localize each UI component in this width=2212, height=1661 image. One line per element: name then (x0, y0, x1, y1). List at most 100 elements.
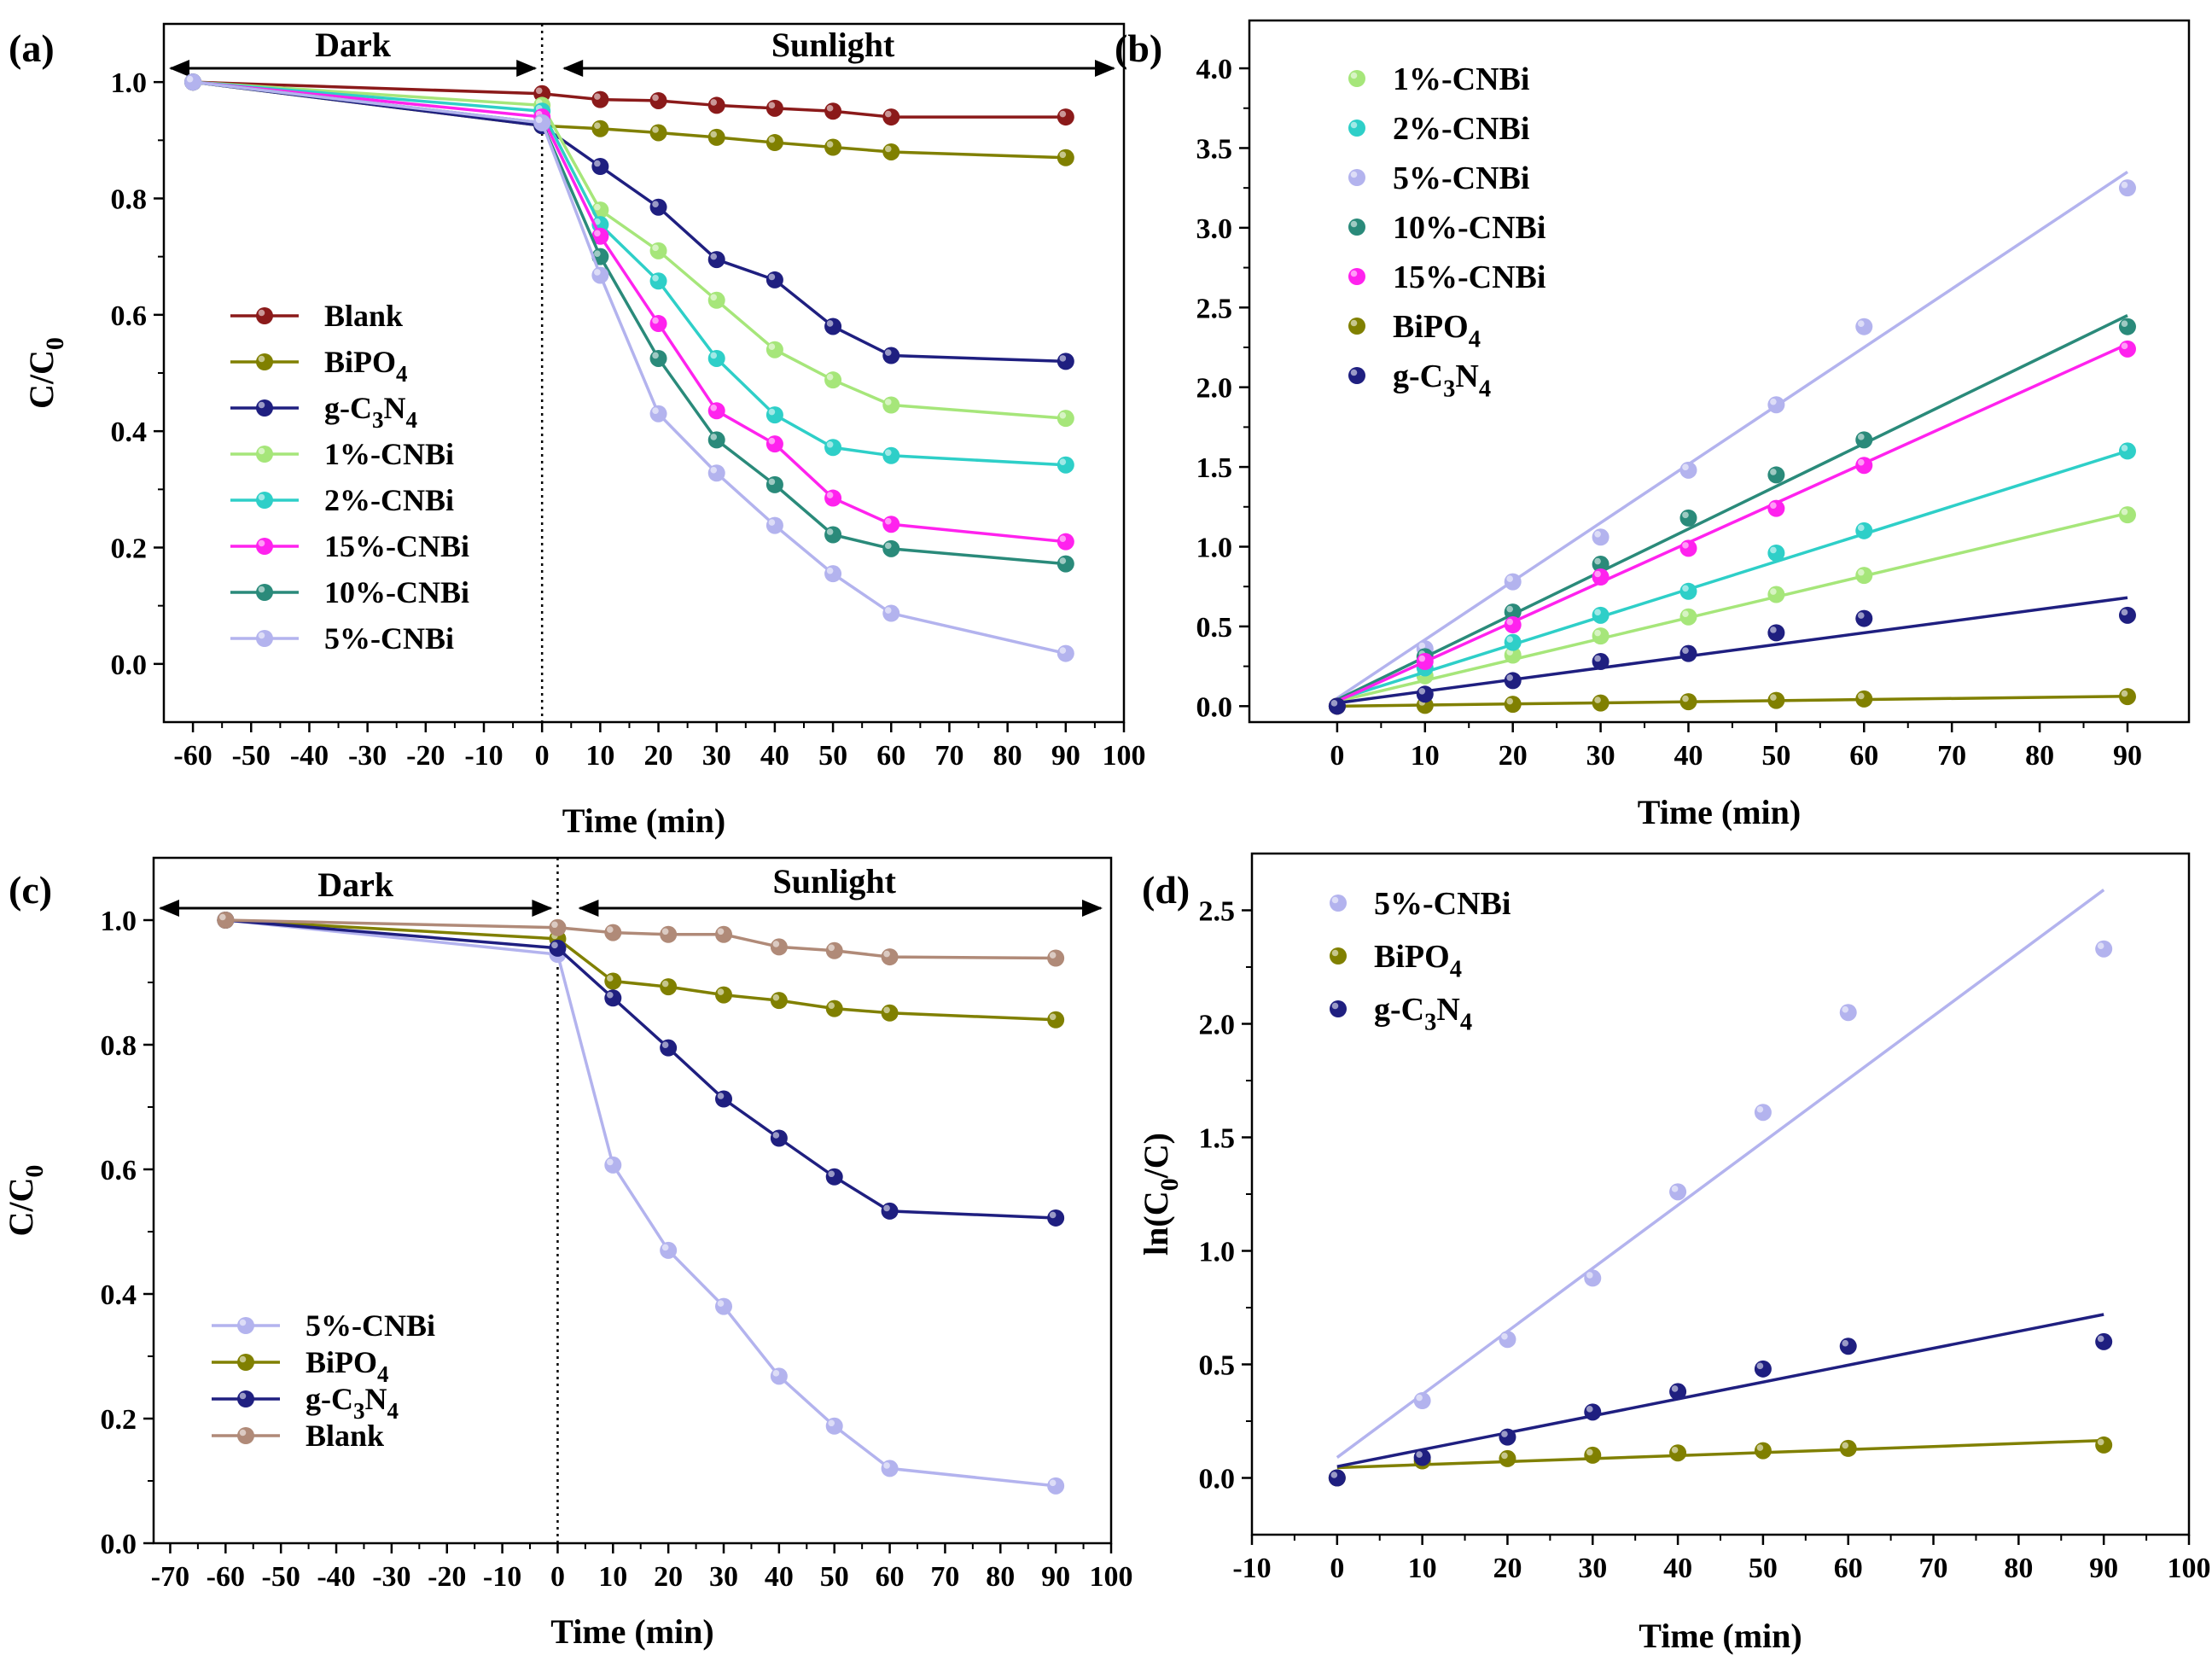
legend-label: 1%-CNBi (1393, 61, 1529, 97)
x-tick-label: 0 (1330, 740, 1344, 772)
legend-marker (1330, 947, 1347, 965)
panel-b: 0 10 20 30 40 50 60 70 80 90 0.0 0.5 1.0 1.5 2.0 2.5 3.0… (1115, 19, 2191, 831)
y-tick-label: 2.5 (1199, 896, 1236, 928)
x-axis-label: Time (min) (1639, 1617, 1802, 1655)
x-tick-label: 50 (1749, 1553, 1778, 1584)
sunlight-arrow-head-left (562, 60, 584, 77)
y-tick-label: 0.4 (101, 1279, 137, 1311)
data-point (2095, 1332, 2113, 1350)
fit-line (1336, 1313, 2104, 1468)
panel-a: -60 -50 -40 -30 -20 -10 0 10 20 30 40 50 60 70 80 90 100… (9, 22, 1146, 840)
x-tick-label: 70 (1937, 740, 1966, 772)
x-tick-label: 50 (1761, 740, 1790, 772)
y-tick-label: 0.4 (111, 417, 148, 448)
data-point (707, 464, 725, 482)
data-point (765, 475, 783, 493)
x-tick-label: 0 (535, 740, 550, 772)
x-tick-label: 30 (702, 740, 731, 772)
x-tick-label: 100 (1090, 1561, 1133, 1593)
data-point (2095, 1436, 2113, 1454)
x-tick-label: 20 (1493, 1553, 1522, 1584)
data-point (1754, 1360, 1772, 1378)
data-point (825, 941, 843, 959)
fit-line (1336, 171, 2128, 700)
x-tick-label: 30 (1578, 1553, 1607, 1584)
data-point (660, 978, 678, 996)
series-g-c3n4 (1328, 596, 2136, 715)
data-point (765, 134, 783, 152)
data-point (825, 1000, 843, 1017)
series-blank (184, 73, 1074, 126)
panel-label: (a) (9, 26, 55, 70)
x-tick-label: -20 (406, 740, 445, 772)
y-tick-label: 4.0 (1196, 54, 1233, 85)
x-tick-label: -50 (232, 740, 271, 772)
x-tick-label: 40 (765, 1561, 794, 1593)
data-point (881, 1460, 899, 1477)
data-point (707, 128, 725, 146)
x-tick-label: -30 (372, 1561, 410, 1593)
legend-label: g-C3N4 (324, 391, 417, 433)
data-point (765, 406, 783, 424)
data-point (1679, 509, 1697, 527)
data-point (1584, 1446, 1602, 1464)
y-tick-label: 0.5 (1196, 612, 1233, 644)
fit-line (1336, 694, 2128, 708)
data-point (1679, 582, 1697, 600)
legend-marker (256, 492, 273, 509)
data-point (1767, 499, 1785, 517)
x-tick-label: 70 (1919, 1553, 1948, 1584)
data-point (591, 90, 609, 108)
dark-arrow-head-left (169, 60, 189, 77)
sunlight-label: Sunlight (771, 26, 895, 64)
data-point (1584, 1403, 1602, 1421)
legend-label: 1%-CNBi (324, 437, 454, 471)
data-point (824, 102, 842, 120)
legend-label: BiPO4 (324, 345, 408, 387)
legend-marker (1330, 1000, 1347, 1017)
y-tick-label: 0.2 (111, 533, 148, 565)
data-point (707, 96, 725, 114)
data-point (770, 992, 788, 1010)
plot-frame (152, 856, 1113, 1545)
data-point (1504, 633, 1522, 651)
x-tick-label: 0 (1330, 1553, 1344, 1584)
y-tick-label: 3.0 (1196, 213, 1233, 245)
y-tick-label: 3.5 (1196, 133, 1233, 165)
legend-label: g-C3N4 (306, 1382, 399, 1424)
data-point (1047, 1209, 1065, 1227)
x-axis-label: Time (min) (550, 1612, 713, 1651)
x-tick-label: 60 (876, 740, 905, 772)
data-point (770, 938, 788, 956)
y-axis-label: C/C0 (22, 337, 69, 409)
legend-label: 2%-CNBi (1393, 111, 1529, 147)
data-point (824, 489, 842, 507)
panel-c: -70 -60 -50 -40 -30 -20 -10 0 10 20 30 40 50 60 70 80 90… (2, 856, 1133, 1651)
legend-label: BiPO4 (1374, 939, 1462, 982)
data-point (1057, 555, 1074, 573)
data-point (1754, 1442, 1772, 1460)
data-point (882, 516, 900, 533)
data-point (707, 291, 725, 309)
y-tick-label: 2.0 (1199, 1010, 1236, 1041)
x-tick-label: 80 (993, 740, 1022, 772)
data-point (604, 972, 622, 990)
data-point (1057, 353, 1074, 370)
data-point (2118, 442, 2136, 460)
x-tick-label: 10 (585, 740, 614, 772)
data-point (770, 1367, 788, 1385)
x-tick-label: 10 (1411, 740, 1440, 772)
y-tick-label: 1.0 (1199, 1237, 1236, 1268)
panel-label: (b) (1115, 26, 1162, 70)
x-tick-label: 80 (986, 1561, 1015, 1593)
data-point (1584, 1269, 1602, 1287)
data-point (715, 1090, 733, 1108)
data-point (1592, 627, 1610, 645)
data-point (660, 925, 678, 943)
data-point (707, 349, 725, 367)
data-point (660, 1241, 678, 1259)
legend-label: 5%-CNBi (306, 1308, 435, 1343)
data-point (882, 143, 900, 160)
data-point (882, 396, 900, 414)
data-point (765, 516, 783, 534)
